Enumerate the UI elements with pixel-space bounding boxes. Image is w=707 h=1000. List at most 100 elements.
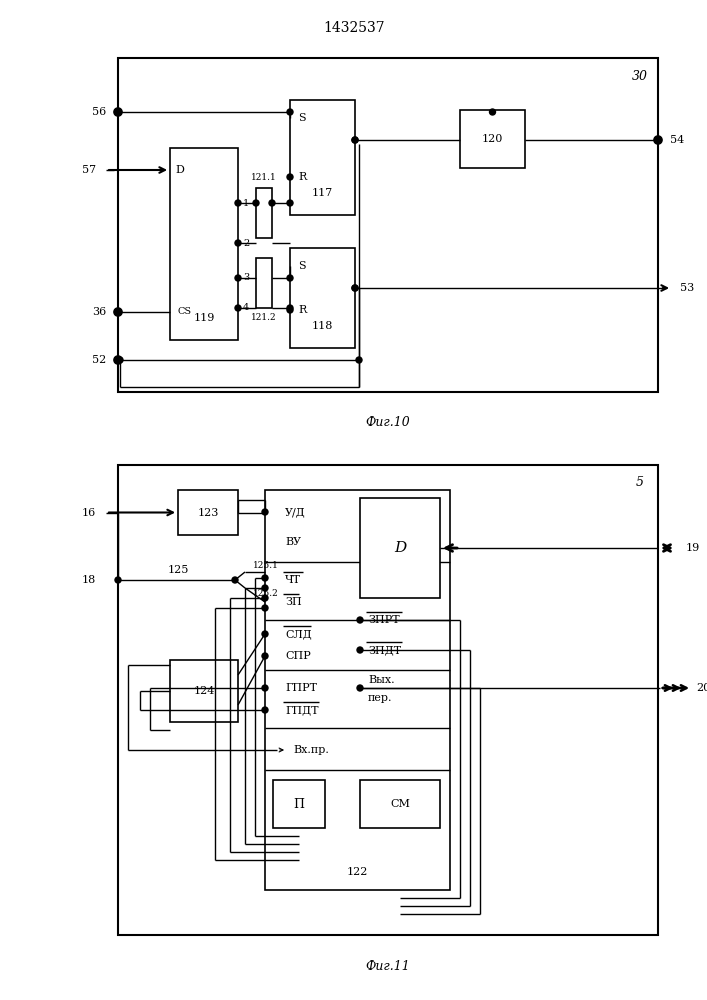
Bar: [256, 258, 272, 308]
Text: ГПДТ: ГПДТ: [285, 705, 318, 715]
Text: 124: 124: [193, 686, 215, 696]
Circle shape: [262, 707, 268, 713]
Circle shape: [235, 200, 241, 206]
Text: 54: 54: [670, 135, 684, 145]
Text: CS: CS: [178, 308, 192, 316]
Text: ЧТ: ЧТ: [285, 575, 301, 585]
Text: Фиг.11: Фиг.11: [366, 960, 410, 974]
Text: R: R: [298, 305, 306, 315]
Text: Вых.: Вых.: [368, 675, 395, 685]
Circle shape: [262, 653, 268, 659]
Text: R: R: [298, 172, 306, 182]
Circle shape: [654, 136, 662, 144]
Circle shape: [262, 685, 268, 691]
Text: 57: 57: [82, 165, 96, 175]
Text: 120: 120: [481, 134, 503, 144]
Text: 53: 53: [680, 283, 694, 293]
Circle shape: [235, 305, 241, 311]
Circle shape: [287, 200, 293, 206]
Text: У/Д: У/Д: [285, 507, 305, 517]
Bar: [290, 248, 355, 348]
Text: 1: 1: [243, 198, 250, 208]
Text: 125.1: 125.1: [253, 562, 279, 570]
Text: П: П: [293, 798, 305, 810]
Text: 19: 19: [686, 543, 700, 553]
Text: ГПРТ: ГПРТ: [285, 683, 317, 693]
Text: Фиг.10: Фиг.10: [366, 416, 410, 428]
Text: 18: 18: [82, 575, 96, 585]
Text: 125: 125: [168, 565, 189, 575]
Text: ЗП: ЗП: [285, 597, 302, 607]
Text: ЗПДТ: ЗПДТ: [368, 645, 401, 655]
Circle shape: [115, 357, 121, 363]
Circle shape: [357, 647, 363, 653]
Circle shape: [262, 605, 268, 611]
Text: D: D: [394, 541, 406, 555]
Bar: [460, 110, 525, 168]
Circle shape: [357, 685, 363, 691]
Text: 121.2: 121.2: [251, 314, 277, 322]
Circle shape: [356, 357, 362, 363]
Circle shape: [357, 617, 363, 623]
Text: 118: 118: [312, 321, 333, 331]
Circle shape: [269, 200, 275, 206]
Circle shape: [115, 577, 121, 583]
Text: пер.: пер.: [368, 693, 392, 703]
Circle shape: [352, 285, 358, 291]
Text: ЗПРТ: ЗПРТ: [368, 615, 399, 625]
Circle shape: [287, 307, 293, 313]
Text: Вх.пр.: Вх.пр.: [293, 745, 329, 755]
Bar: [360, 780, 440, 828]
Text: 1432537: 1432537: [323, 21, 385, 35]
Bar: [170, 148, 238, 340]
Circle shape: [235, 275, 241, 281]
Text: 5: 5: [636, 477, 644, 489]
Text: 119: 119: [193, 313, 215, 323]
Text: 3: 3: [243, 273, 250, 282]
Circle shape: [352, 137, 358, 143]
Circle shape: [287, 305, 293, 311]
Circle shape: [117, 357, 123, 363]
Text: 122: 122: [347, 867, 368, 877]
Text: 121.1: 121.1: [251, 174, 277, 182]
Text: S: S: [298, 113, 305, 123]
Text: СЛД: СЛД: [285, 629, 312, 639]
Bar: [360, 498, 440, 598]
Text: 20: 20: [696, 683, 707, 693]
Text: S: S: [298, 261, 305, 271]
Circle shape: [262, 575, 268, 581]
Circle shape: [287, 275, 293, 281]
Text: СПР: СПР: [285, 651, 311, 661]
Text: 36: 36: [92, 307, 106, 317]
Circle shape: [114, 108, 122, 116]
Circle shape: [352, 285, 358, 291]
Circle shape: [114, 308, 122, 316]
Text: 117: 117: [312, 188, 333, 198]
Circle shape: [262, 595, 268, 601]
Bar: [290, 100, 355, 215]
Bar: [256, 188, 272, 238]
Text: 2: 2: [243, 238, 250, 247]
Text: 125.2: 125.2: [253, 589, 279, 598]
Bar: [170, 660, 238, 722]
Circle shape: [235, 240, 241, 246]
Bar: [178, 490, 238, 535]
Circle shape: [262, 585, 268, 591]
Circle shape: [287, 109, 293, 115]
Text: 4: 4: [243, 304, 250, 312]
Circle shape: [262, 509, 268, 515]
Text: 123: 123: [197, 508, 218, 518]
Circle shape: [489, 109, 496, 115]
Text: 56: 56: [92, 107, 106, 117]
Text: ВУ: ВУ: [285, 537, 301, 547]
Circle shape: [232, 577, 238, 583]
Circle shape: [253, 200, 259, 206]
Circle shape: [287, 174, 293, 180]
Bar: [118, 58, 658, 392]
Bar: [118, 465, 658, 935]
Circle shape: [114, 356, 122, 364]
Text: 52: 52: [92, 355, 106, 365]
Text: 16: 16: [82, 508, 96, 518]
Text: СМ: СМ: [390, 799, 410, 809]
Circle shape: [262, 631, 268, 637]
